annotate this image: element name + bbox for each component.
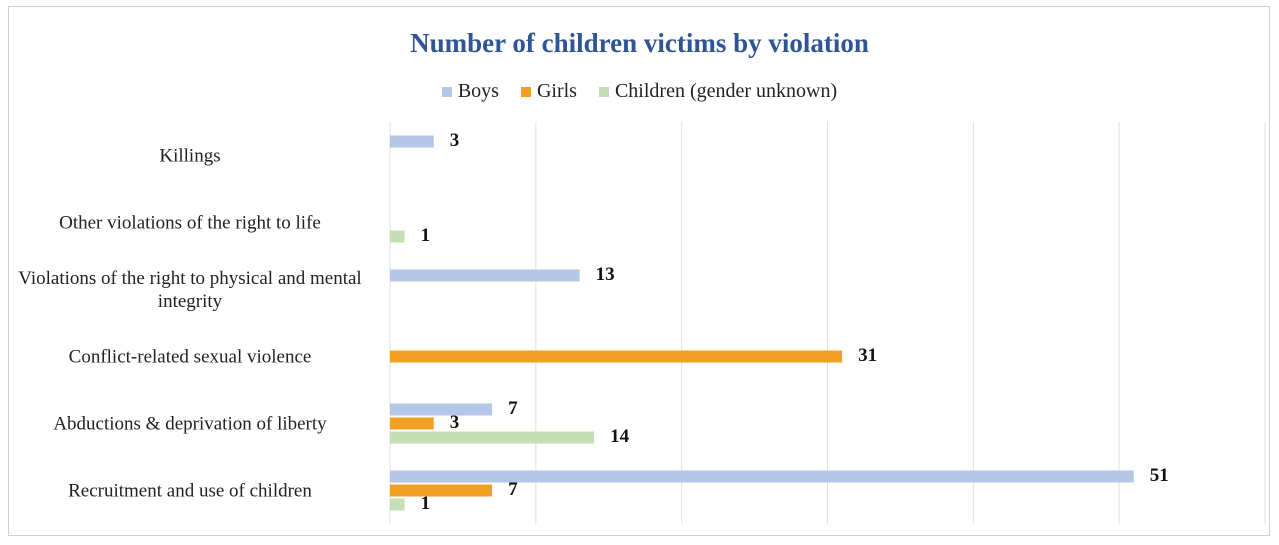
category-label: Violations of the right to physical and …	[18, 267, 362, 312]
legend-swatch	[520, 86, 531, 97]
legend-label: Boys	[457, 80, 499, 102]
category-label: Abductions & deprivation of liberty	[53, 413, 327, 434]
legend-item: Girls	[520, 80, 577, 103]
bar	[390, 484, 493, 497]
data-label: 31	[858, 345, 877, 366]
legend-label: Children (gender unknown)	[614, 80, 838, 102]
category-label: Killings	[159, 145, 221, 166]
bar	[390, 470, 1134, 483]
bar	[390, 230, 405, 243]
legend: Boys Girls Children (gender unknown)	[0, 80, 1279, 103]
data-label: 3	[450, 130, 460, 151]
legend-label: Girls	[536, 80, 577, 102]
data-label: 3	[450, 412, 460, 433]
bar	[390, 269, 580, 282]
bar	[390, 135, 434, 148]
data-label: 7	[508, 479, 518, 500]
data-label: 1	[421, 225, 431, 246]
chart-title: Number of children victims by violation	[410, 28, 869, 58]
bar	[390, 431, 595, 444]
data-label: 1	[421, 493, 431, 514]
legend-swatch	[598, 86, 609, 97]
bar	[390, 498, 405, 511]
category-label: Recruitment and use of children	[68, 480, 312, 501]
bar	[390, 417, 434, 430]
legend-swatch	[441, 86, 452, 97]
chart-frame	[8, 6, 1270, 536]
bar	[390, 350, 843, 363]
data-label: 7	[508, 398, 518, 419]
data-label: 13	[596, 264, 615, 285]
data-label: 51	[1150, 465, 1169, 486]
data-label: 14	[610, 426, 630, 447]
legend-item: Children (gender unknown)	[598, 80, 838, 103]
category-label: Other violations of the right to life	[59, 212, 321, 233]
bar	[390, 403, 493, 416]
category-label: Conflict-related sexual violence	[68, 346, 312, 367]
legend-item: Boys	[441, 80, 499, 103]
